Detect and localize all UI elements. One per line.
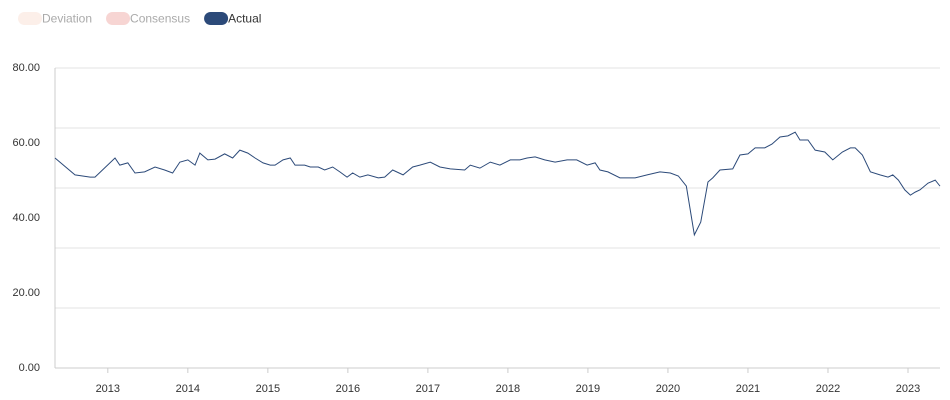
x-tick-label: 2017 [416, 383, 440, 395]
legend-label[interactable]: Consensus [130, 12, 190, 26]
x-tick-label: 2021 [736, 383, 760, 395]
data-line [54, 131, 941, 237]
legend-label[interactable]: Deviation [42, 12, 92, 26]
y-tick-label: 80.00 [12, 62, 40, 74]
x-tick-label: 2023 [896, 383, 920, 395]
x-tick-label: 2018 [496, 383, 520, 395]
x-tick-label: 2013 [96, 383, 120, 395]
x-tick-label: 2019 [576, 383, 600, 395]
legend-swatch[interactable] [204, 12, 229, 25]
legend-label[interactable]: Actual [228, 12, 261, 26]
y-tick-label: 40.00 [12, 212, 40, 224]
y-tick-label: 20.00 [12, 287, 40, 299]
x-tick-label: 2020 [656, 383, 680, 395]
y-tick-label: 0.00 [19, 362, 40, 374]
x-tick-label: 2022 [816, 383, 840, 395]
x-tick-label: 2016 [336, 383, 360, 395]
x-tick-label: 2015 [256, 383, 280, 395]
x-tick-label: 2014 [176, 383, 200, 395]
legend-swatch[interactable] [18, 12, 42, 25]
legend-swatch[interactable] [106, 12, 131, 25]
y-tick-label: 60.00 [12, 137, 40, 149]
